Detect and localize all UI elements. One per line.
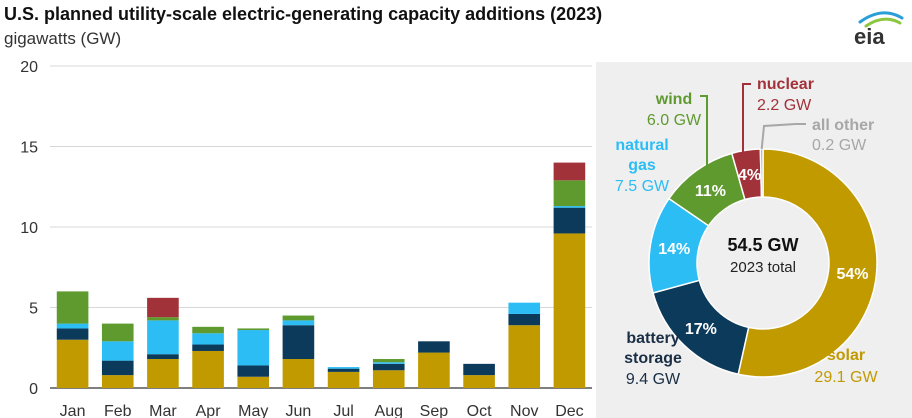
- bar-battery-feb: [101, 360, 134, 376]
- bar-wind-jan: [56, 291, 89, 324]
- bar-solar-sep: [418, 352, 450, 388]
- bar-wind-feb: [101, 323, 134, 342]
- bar-gas-jul: [327, 367, 360, 369]
- x-tick-label: Jul: [333, 403, 353, 418]
- bar-gas-nov: [508, 302, 541, 314]
- slice-percent-label: 17%: [685, 321, 717, 338]
- bar-gas-aug: [372, 362, 405, 364]
- bar-wind-may: [237, 328, 270, 331]
- x-tick-label: Jan: [60, 403, 86, 418]
- bar-gas-may: [237, 330, 270, 366]
- legend-amount-battery: 9.4 GW: [626, 371, 681, 388]
- x-tick-label: May: [238, 403, 268, 418]
- legend-name-wind: wind: [655, 91, 692, 108]
- legend-amount-gas: 7.5 GW: [615, 178, 670, 195]
- bar-nuclear-dec: [553, 162, 586, 181]
- slice-percent-label: 4%: [738, 167, 761, 184]
- donut-center-label: 2023 total: [730, 259, 796, 276]
- leader-line-other: [760, 123, 806, 150]
- y-tick-label: 20: [20, 59, 38, 76]
- x-tick-label: Sep: [420, 403, 449, 418]
- bar-battery-oct: [463, 363, 495, 376]
- bar-battery-jan: [56, 328, 89, 340]
- bar-solar-feb: [101, 375, 134, 388]
- eia-logo: eia: [846, 4, 906, 48]
- bar-solar-dec: [553, 233, 586, 388]
- bar-solar-oct: [463, 375, 495, 388]
- x-tick-label: Dec: [555, 403, 583, 418]
- bar-wind-dec: [553, 180, 586, 207]
- bar-wind-jun: [282, 315, 315, 321]
- chart-subtitle: gigawatts (GW): [4, 29, 122, 48]
- bar-gas-jan: [56, 323, 89, 329]
- bar-gas-feb: [101, 341, 134, 361]
- x-tick-label: Mar: [149, 403, 177, 418]
- x-tick-label: Feb: [104, 403, 132, 418]
- bar-solar-jun: [282, 359, 315, 388]
- legend-name-other: all other: [812, 117, 874, 134]
- bar-solar-aug: [372, 370, 405, 388]
- slice-percent-label: 14%: [658, 241, 690, 258]
- x-tick-label: Apr: [196, 403, 222, 418]
- y-tick-label: 0: [29, 381, 38, 398]
- bar-battery-sep: [418, 341, 450, 353]
- legend-name-gas: natural: [615, 137, 668, 154]
- bar-solar-jan: [56, 339, 89, 388]
- bar-solar-mar: [147, 359, 179, 388]
- slice-percent-label: 11%: [695, 183, 726, 200]
- bar-battery-apr: [192, 344, 224, 351]
- bar-nuclear-mar: [147, 297, 179, 318]
- leader-line-wind: [698, 95, 708, 175]
- y-tick-label: 10: [20, 220, 38, 237]
- y-tick-label: 15: [20, 140, 38, 157]
- eia-logo-arc-1: [858, 11, 904, 24]
- legend-name-battery-cont: storage: [624, 350, 682, 367]
- bar-wind-mar: [147, 317, 179, 321]
- slice-percent-label: 54%: [836, 266, 868, 283]
- legend-amount-wind: 6.0 GW: [647, 112, 702, 129]
- bar-battery-nov: [508, 313, 541, 326]
- bar-gas-mar: [147, 320, 179, 355]
- bar-solar-jul: [327, 371, 360, 388]
- eia-logo-arc-2: [864, 17, 902, 28]
- bar-solar-apr: [192, 350, 224, 388]
- bar-chart: 0 5 10 15 20 Jan Feb Mar Apr May Jun Jul Aug Sep Oct No…: [20, 59, 592, 418]
- bar-gas-dec: [553, 206, 586, 208]
- bar-battery-jul: [327, 368, 360, 372]
- legend-name-battery: battery: [626, 330, 679, 347]
- donut-slice-other: [759, 148, 764, 198]
- legend-amount-nuclear: 2.2 GW: [757, 97, 812, 114]
- legend-amount-other: 0.2 GW: [812, 137, 867, 154]
- legend-amount-solar: 29.1 GW: [814, 369, 878, 386]
- legend-name-solar: solar: [827, 347, 865, 364]
- bar-battery-dec: [553, 207, 586, 234]
- bar-solar-nov: [508, 325, 541, 388]
- bar-battery-aug: [372, 363, 405, 371]
- bar-wind-apr: [192, 326, 224, 334]
- bar-battery-may: [237, 365, 270, 377]
- bar-battery-jun: [282, 325, 315, 360]
- donut-center-value: 54.5 GW: [727, 235, 798, 255]
- donut-slice-solar: [737, 148, 878, 378]
- bar-wind-aug: [372, 359, 405, 363]
- bar-gas-apr: [192, 333, 224, 345]
- x-tick-label: Jun: [286, 403, 312, 418]
- bar-gas-jun: [282, 320, 315, 326]
- bar-solar-may: [237, 376, 270, 388]
- bar-battery-mar: [147, 354, 179, 360]
- y-tick-label: 5: [29, 301, 38, 318]
- x-tick-label: Nov: [510, 403, 538, 418]
- x-tick-label: Oct: [467, 403, 492, 418]
- x-tick-label: Aug: [375, 403, 403, 418]
- leader-line-nuclear: [742, 83, 751, 161]
- legend-name-nuclear: nuclear: [757, 76, 814, 93]
- eia-logo-text: eia: [854, 24, 885, 48]
- chart-title: U.S. planned utility-scale electric-gene…: [4, 4, 603, 24]
- legend-name-gas-cont: gas: [628, 157, 656, 174]
